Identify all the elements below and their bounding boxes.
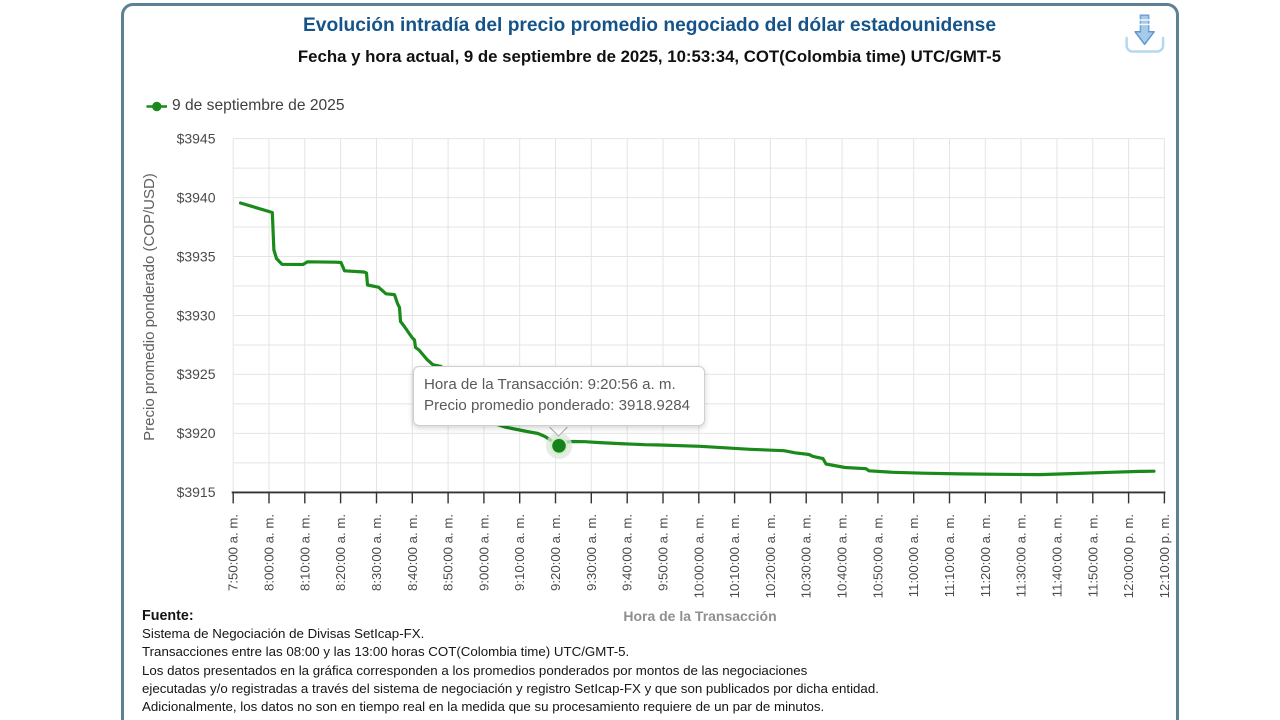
svg-text:9:30:00 a. m.: 9:30:00 a. m. [584,514,599,591]
svg-text:$3920: $3920 [177,425,216,441]
svg-text:Precio promedio ponderado (COP: Precio promedio ponderado (COP/USD) [141,173,158,441]
svg-text:$3940: $3940 [177,189,216,205]
svg-text:8:50:00 a. m.: 8:50:00 a. m. [441,514,456,591]
svg-text:10:50:00 a. m.: 10:50:00 a. m. [870,514,885,598]
svg-text:12:10:00 p. m.: 12:10:00 p. m. [1157,514,1172,598]
svg-text:$3935: $3935 [177,248,216,264]
svg-text:7:50:00 a. m.: 7:50:00 a. m. [226,514,241,591]
svg-text:8:00:00 a. m.: 8:00:00 a. m. [262,514,277,591]
svg-text:11:50:00 a. m.: 11:50:00 a. m. [1085,514,1100,597]
svg-text:$3925: $3925 [177,366,216,382]
svg-text:Hora de la Transacción: Hora de la Transacción [623,608,776,624]
svg-text:11:40:00 a. m.: 11:40:00 a. m. [1049,514,1064,597]
svg-text:10:00:00 a. m.: 10:00:00 a. m. [691,514,706,598]
svg-text:9:00:00 a. m.: 9:00:00 a. m. [476,514,491,591]
svg-text:8:40:00 a. m.: 8:40:00 a. m. [405,514,420,591]
svg-text:10:40:00 a. m.: 10:40:00 a. m. [835,514,850,598]
svg-text:9:20:00 a. m.: 9:20:00 a. m. [548,514,563,591]
svg-text:11:00:00 a. m.: 11:00:00 a. m. [906,514,921,597]
svg-text:8:30:00 a. m.: 8:30:00 a. m. [369,514,384,591]
svg-text:8:10:00 a. m.: 8:10:00 a. m. [297,514,312,591]
svg-text:8:20:00 a. m.: 8:20:00 a. m. [333,514,348,591]
svg-text:12:00:00 p. m.: 12:00:00 p. m. [1121,514,1136,598]
svg-text:10:20:00 a. m.: 10:20:00 a. m. [763,514,778,598]
svg-text:11:10:00 a. m.: 11:10:00 a. m. [942,514,957,597]
svg-text:$3915: $3915 [177,484,216,500]
svg-text:$3930: $3930 [177,307,216,323]
svg-text:9:50:00 a. m.: 9:50:00 a. m. [656,514,671,591]
svg-text:10:30:00 a. m.: 10:30:00 a. m. [799,514,814,598]
svg-text:10:10:00 a. m.: 10:10:00 a. m. [727,514,742,598]
svg-text:$3945: $3945 [177,130,216,146]
svg-text:11:20:00 a. m.: 11:20:00 a. m. [978,514,993,597]
svg-text:9:10:00 a. m.: 9:10:00 a. m. [512,514,527,591]
svg-text:11:30:00 a. m.: 11:30:00 a. m. [1014,514,1029,597]
svg-text:9:40:00 a. m.: 9:40:00 a. m. [620,514,635,591]
